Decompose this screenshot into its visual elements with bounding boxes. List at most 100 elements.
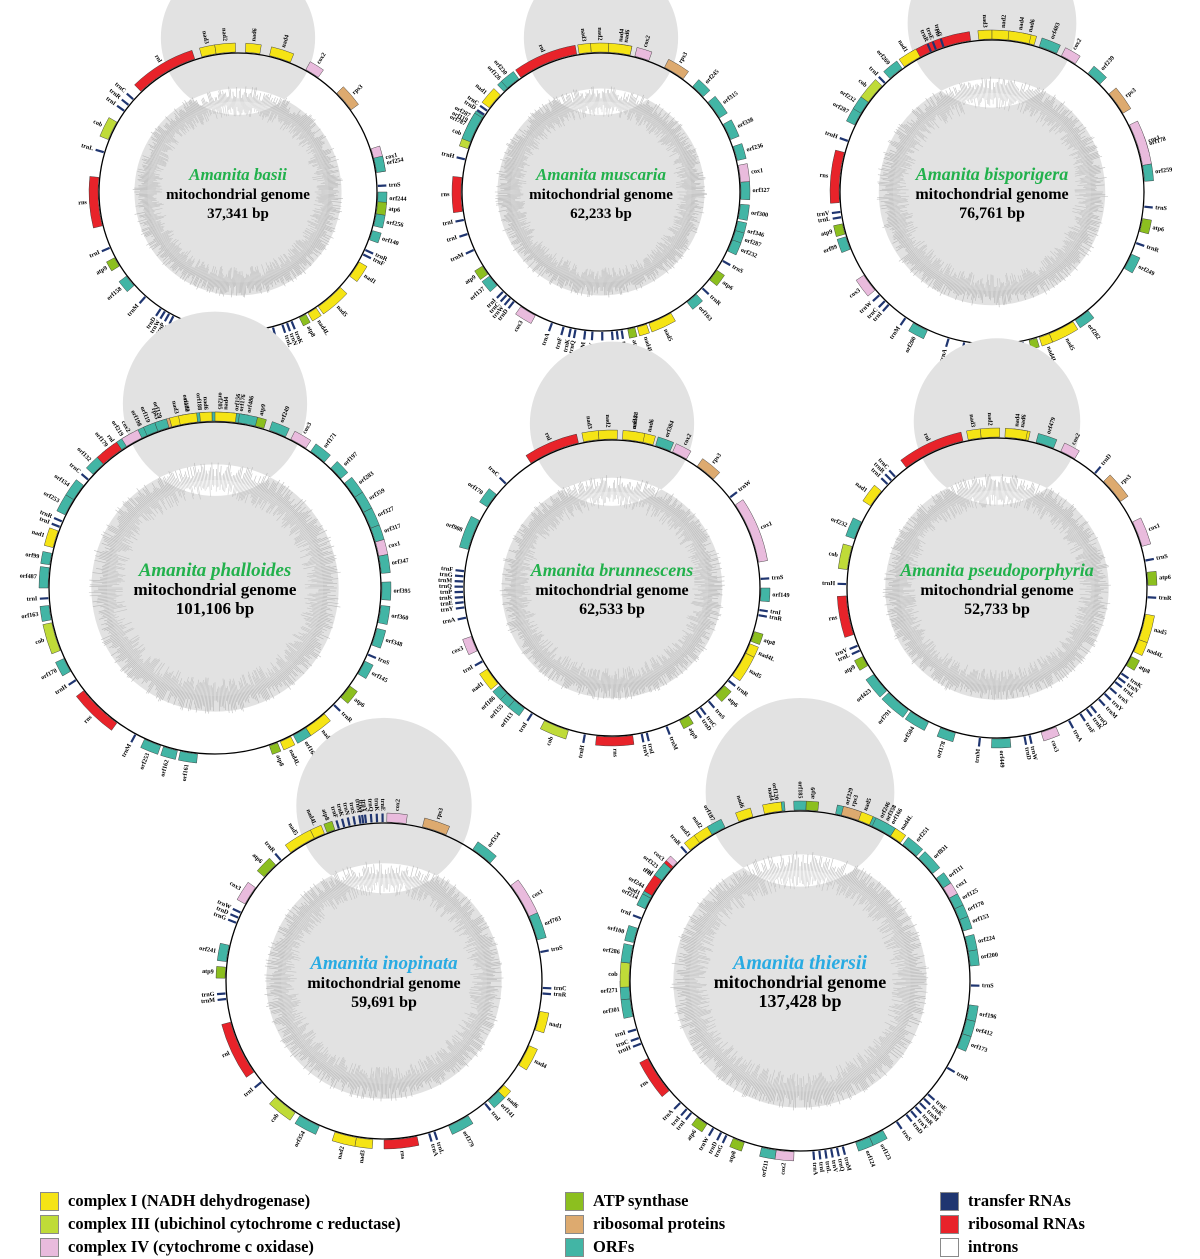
gene-label: cox3 (451, 645, 465, 656)
gene-label: orf232 (830, 516, 849, 529)
gene-label: orf124 (864, 1149, 877, 1168)
gene-label: orf185 (797, 781, 804, 798)
gene-label: atp8 (727, 1150, 738, 1163)
gene-label: trnR (708, 293, 722, 307)
gene-label: nad1 (474, 82, 488, 96)
gene-feature-trna (500, 478, 506, 484)
gene-label: nad4L (899, 813, 914, 831)
gene-feature-trna (633, 915, 641, 918)
gene-label: orf315 (721, 90, 739, 106)
gene-feature-trna (1069, 721, 1073, 728)
gene-feature-trna (218, 999, 226, 1000)
gene-feature-trna (574, 330, 576, 338)
gene-feature-trna (455, 576, 463, 577)
gene-label: trnI (442, 218, 454, 227)
gene-feature-atp (475, 266, 488, 279)
gene-label: orf154 (53, 473, 71, 489)
gene-feature-trna (674, 1103, 680, 1109)
gene-label: atp6 (1159, 574, 1171, 582)
legend-swatch-icon (565, 1238, 584, 1257)
gene-label: orf259 (1155, 166, 1173, 175)
gene-feature-trna (52, 524, 60, 527)
legend-item: complex III (ubichinol cytochrome c redu… (40, 1213, 401, 1235)
gene-label: cob (269, 1112, 281, 1124)
genome-size-label: 137,428 bp (758, 991, 841, 1011)
gene-feature-nad (978, 30, 992, 40)
gene-label: nad2 (220, 28, 228, 42)
gene-feature-nad (966, 429, 981, 440)
gene-label: orf379 (461, 1130, 475, 1148)
gene-label: trnS (982, 982, 994, 989)
gene-feature-trna (889, 470, 895, 476)
gene-feature-trna (505, 298, 511, 304)
gene-label: trnI (26, 595, 38, 603)
legend-item: introns (940, 1236, 1085, 1258)
gene-feature-orf (794, 801, 807, 810)
gene-feature-rrna (76, 691, 117, 731)
gene-feature-trna (353, 816, 355, 824)
gene-feature-trna (1091, 706, 1096, 713)
gene-label: orf123 (878, 1143, 892, 1162)
gene-label: atp9 (843, 664, 857, 676)
gene-feature-trna (1121, 674, 1128, 679)
gene-feature-atp (216, 966, 226, 978)
gene-feature-trna (455, 597, 463, 598)
gene-feature-trna (730, 492, 737, 497)
genome-type-label: mitochondrial genome (920, 582, 1073, 599)
gene-label: orf200 (980, 951, 998, 960)
gene-feature-orf (968, 950, 979, 966)
gene-label: nad3 (981, 14, 989, 27)
gene-feature-trna (122, 100, 129, 105)
gene-label: trnD (1099, 452, 1113, 467)
gene-feature-orf (957, 1034, 971, 1051)
gene-feature-trna (456, 570, 464, 571)
legend-item: transfer RNAs (940, 1190, 1085, 1212)
gene-feature-trna (897, 1122, 902, 1129)
gene-feature-cob (620, 962, 630, 987)
gene-label: orf211 (760, 1160, 770, 1178)
gene-label: nad3 (579, 28, 587, 42)
gene-feature-trna (1099, 699, 1105, 705)
gene-feature-trna (916, 1107, 922, 1113)
gc-content-ring (502, 342, 723, 699)
gene-label: nad6 (202, 396, 210, 409)
gene-feature-trna (723, 261, 730, 265)
gene-feature-trna (813, 1151, 814, 1159)
gene-label: atp6 (251, 852, 264, 865)
gene-label: orf158 (106, 286, 124, 302)
gene-label: rns (639, 1078, 651, 1089)
legend-label: ATP synthase (593, 1191, 689, 1211)
gene-feature-orf (837, 237, 850, 253)
gene-feature-trna (885, 474, 891, 480)
genome-size-label: 76,761 bp (959, 205, 1025, 222)
gene-label: orf249 (1137, 263, 1155, 277)
gene-label: nad1 (31, 529, 46, 540)
gene-feature-trna (833, 217, 841, 218)
gene-feature-trna (1115, 682, 1122, 687)
gene-feature-cob (43, 623, 60, 654)
legend-label: complex I (NADH dehydrogenase) (68, 1191, 310, 1211)
gene-label: orf163 (21, 611, 39, 620)
gene-feature-trna (686, 1113, 691, 1120)
gene-feature-nad (215, 43, 236, 54)
gene-feature-trna (617, 331, 618, 339)
gene-label: nad3 (358, 1150, 367, 1164)
gene-label: trnS (731, 263, 745, 275)
gene-label: rns (82, 714, 93, 725)
legend-swatch-icon (40, 1192, 59, 1211)
gene-label: trnF (441, 565, 454, 573)
gene-feature-cox (775, 1150, 794, 1161)
gene-feature-trna (475, 661, 482, 665)
gene-label: atp6 (721, 279, 735, 292)
gene-feature-nad (649, 313, 676, 332)
gene-label: atp9 (809, 787, 817, 799)
gene-feature-trna (1118, 678, 1125, 683)
gene-feature-trna (717, 1133, 721, 1141)
gene-feature-trna (1080, 714, 1085, 721)
gene-label: trnI (867, 65, 880, 78)
gene-feature-trna (40, 598, 48, 599)
gene-label: orf286 (602, 946, 620, 956)
gene-label: cox3 (848, 287, 862, 300)
genome-type-label: mitochondrial genome (714, 972, 887, 992)
